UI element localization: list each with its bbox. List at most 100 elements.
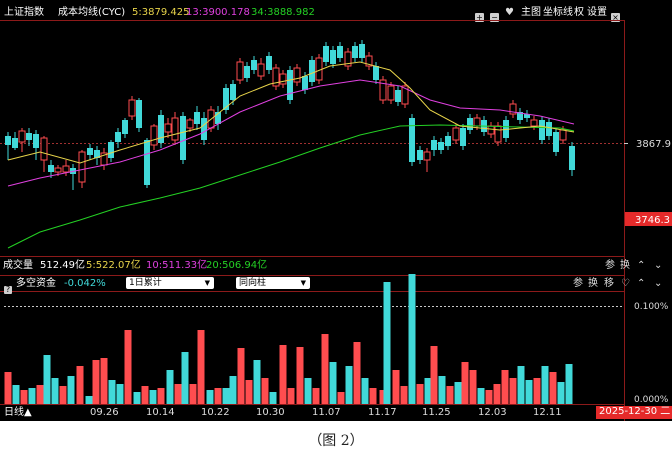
- flow-params-button[interactable]: 参: [573, 278, 583, 289]
- flow-bar: [157, 388, 165, 404]
- flow-move-button[interactable]: 移: [604, 278, 614, 289]
- candle-body: [186, 119, 194, 129]
- heart-icon[interactable]: ♥: [505, 7, 514, 18]
- flow-bar: [124, 330, 132, 404]
- volume-up-icon[interactable]: ⌃: [637, 260, 646, 271]
- chart-canvas: 3867.9 3746.3 0.100% 0.000%: [0, 20, 672, 421]
- ma5-value: 5:3879.425: [132, 7, 190, 18]
- candle-body: [94, 150, 100, 158]
- candle-body: [438, 142, 444, 150]
- rights-button[interactable]: 权: [574, 7, 584, 18]
- flow-bar: [454, 382, 462, 404]
- flow-bar: [269, 392, 277, 404]
- candle-body: [467, 118, 473, 130]
- volume-down-icon[interactable]: ⌄: [654, 260, 663, 271]
- flow-heart-icon[interactable]: ♡: [621, 278, 630, 289]
- main-chart-button[interactable]: 主图: [521, 7, 541, 18]
- candle-body: [5, 136, 11, 145]
- candle-body: [473, 117, 481, 127]
- volume-switch-button[interactable]: 换: [620, 260, 630, 271]
- candle-body: [54, 167, 62, 173]
- flow-bar: [369, 388, 377, 404]
- candle-body: [287, 70, 293, 100]
- flow-label[interactable]: 多空资金: [16, 278, 56, 289]
- flow-bar: [408, 274, 416, 404]
- flow-bar: [438, 376, 446, 404]
- candle-body: [517, 112, 523, 120]
- candle-body: [409, 118, 415, 162]
- flow-bar: [446, 386, 454, 404]
- stock-chart-panel: 上证指数 成本均线(CYC) 5:3879.425 13:3900.178 34…: [0, 0, 672, 421]
- flow-bar: [253, 360, 261, 404]
- date-label: 09.26: [90, 407, 119, 418]
- candle-body: [417, 150, 423, 160]
- flow-bar: [237, 348, 245, 404]
- flow-bar: [43, 355, 51, 404]
- flow-bar: [533, 378, 541, 404]
- current-price-badge: [625, 212, 672, 226]
- period-button[interactable]: 日线▲: [4, 407, 32, 418]
- flow-down-icon[interactable]: ⌄: [654, 278, 663, 289]
- settings-button[interactable]: 设置: [587, 7, 607, 18]
- date-label: 11.07: [312, 407, 341, 418]
- volume-label[interactable]: 成交量: [3, 260, 33, 271]
- axis-button[interactable]: 坐标线: [543, 7, 573, 18]
- flow-bar: [424, 378, 432, 404]
- flow-bar: [296, 347, 304, 404]
- ma34-value: 34:3888.982: [251, 7, 315, 18]
- candle-body: [158, 115, 164, 143]
- flow-bar: [541, 366, 549, 404]
- candle-body: [48, 165, 54, 172]
- candle-body: [201, 118, 207, 140]
- chevron-down-icon: ▼: [204, 279, 210, 287]
- flow-bar: [149, 390, 157, 404]
- accumulation-select[interactable]: 1日累计 ▼: [126, 277, 214, 289]
- flow-switch-button[interactable]: 换: [588, 278, 598, 289]
- flow-bar: [59, 386, 67, 404]
- candle-body: [108, 142, 114, 158]
- flow-bar: [166, 370, 174, 404]
- ma34-line: [7, 124, 575, 249]
- date-label: 10.14: [146, 407, 175, 418]
- help-icon[interactable]: ?: [4, 284, 12, 294]
- date-label: 10.30: [256, 407, 285, 418]
- flow-bar: [430, 346, 438, 404]
- flow-bar: [181, 352, 189, 404]
- flow-up-icon[interactable]: ⌃: [637, 278, 646, 289]
- candle-body: [487, 125, 495, 135]
- candle-body: [530, 119, 538, 127]
- candle-body: [395, 90, 401, 102]
- flow-bar: [461, 362, 469, 404]
- flow-bar: [100, 358, 108, 404]
- flow-bar: [141, 386, 149, 404]
- candle-body: [136, 100, 142, 128]
- index-name[interactable]: 上证指数: [4, 7, 44, 18]
- zoom-out-icon[interactable]: −: [490, 13, 499, 22]
- candle-body: [33, 134, 39, 148]
- candle-body: [12, 138, 18, 148]
- flow-bar: [20, 390, 28, 404]
- ma13-value: 13:3900.178: [186, 7, 250, 18]
- candle-body: [344, 51, 352, 67]
- candle-body: [215, 112, 221, 124]
- candle-body: [78, 151, 86, 183]
- candle-body: [494, 125, 502, 143]
- candle-body: [553, 132, 559, 152]
- flow-bar: [189, 384, 197, 404]
- flow-bar: [206, 390, 214, 404]
- date-label: 12.11: [533, 407, 562, 418]
- zoom-in-icon[interactable]: +: [475, 13, 484, 22]
- flow-bar: [28, 388, 36, 404]
- volume-params-button[interactable]: 参: [605, 260, 615, 271]
- bar-mode-select[interactable]: 同向柱 ▼: [236, 277, 310, 289]
- candle-body: [266, 56, 272, 70]
- figure-caption: （图 2）: [308, 433, 364, 449]
- candle-body: [509, 103, 517, 115]
- candle-body: [323, 46, 329, 62]
- flow-bar: [133, 392, 141, 404]
- candle-body: [379, 79, 387, 101]
- flow-bar: [353, 342, 361, 404]
- flow-bar: [383, 282, 391, 404]
- close-icon[interactable]: ×: [611, 13, 620, 22]
- indicator-name[interactable]: 成本均线(CYC): [58, 7, 126, 18]
